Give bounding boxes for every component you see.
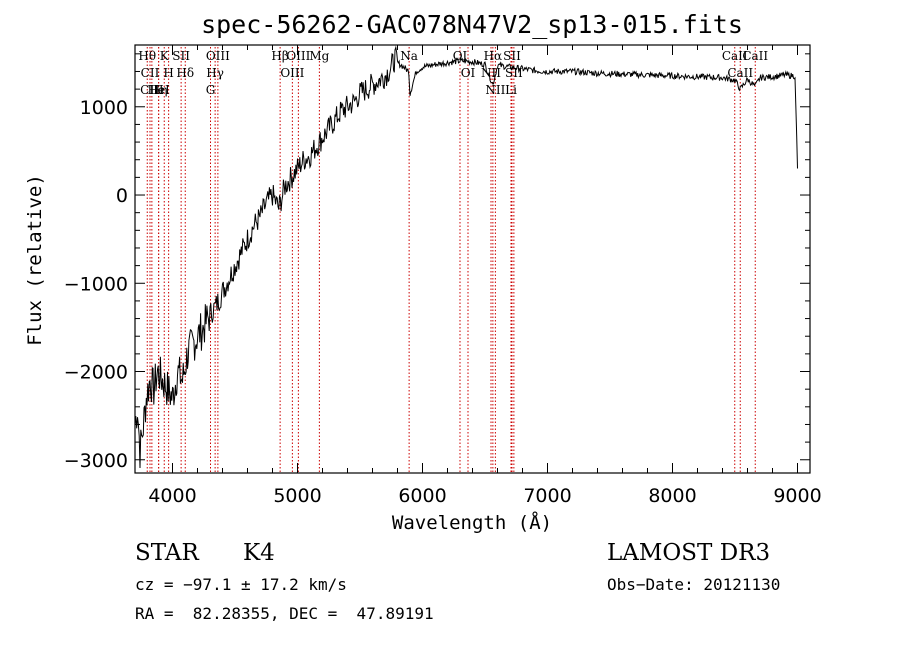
x-tick-label: 9000 (773, 485, 821, 507)
object-class: STAR (135, 540, 199, 566)
x-tick-label: 4000 (148, 485, 196, 507)
line-label: SII (172, 49, 190, 63)
obs-date: Obs−Date: 20121130 (607, 575, 781, 594)
line-label: OIII (286, 49, 310, 63)
line-label: NII (481, 66, 501, 80)
line-label: Mg (309, 49, 329, 63)
spectrum-line (134, 45, 798, 469)
y-tick-label: 1000 (80, 97, 128, 119)
line-label: Hβ (271, 49, 288, 63)
line-label: CaII (722, 49, 748, 63)
line-label: Hη (150, 83, 168, 97)
line-label: K (160, 49, 170, 63)
y-tick-label: −1000 (64, 273, 128, 295)
spectral-line-markers (146, 47, 756, 473)
line-label: OI (461, 66, 476, 80)
line-label: OIII (280, 66, 304, 80)
x-axis: 4000 5000 6000 7000 8000 9000 (148, 45, 822, 507)
y-axis-label: Flux (relative) (24, 174, 46, 346)
survey-name: LAMOST DR3 (607, 540, 771, 566)
y-tick-label: 0 (116, 185, 128, 207)
series-group (134, 45, 798, 469)
line-label: H (163, 66, 173, 80)
subclass: K4 (243, 540, 275, 566)
line-label: Hγ (206, 66, 224, 80)
x-tick-label: 7000 (523, 485, 571, 507)
line-label: SII (503, 49, 521, 63)
y-tick-label: −3000 (64, 450, 128, 472)
line-label: Hθ (138, 49, 156, 63)
line-label: CII (141, 66, 160, 80)
line-label: CaII (742, 49, 768, 63)
line-label: Na (400, 49, 418, 63)
line-label: G (206, 83, 216, 97)
y-tick-label: −2000 (64, 362, 128, 384)
line-label: HeI (147, 83, 170, 97)
x-tick-label: 8000 (648, 485, 696, 507)
line-label: OIII (206, 49, 230, 63)
spectral-line-labels: HθCIICIIIHηHeIKHSIIHδOIIIHγGHβOIIIOIIIMg… (138, 49, 768, 97)
line-label: NII (485, 83, 505, 97)
line-label: Hα (484, 49, 503, 63)
x-axis-label: Wavelength (Å) (392, 511, 552, 534)
y-axis: −3000 −2000 −1000 0 1000 (64, 53, 810, 472)
line-label: Li (505, 83, 517, 97)
redshift-cz: cz = −97.1 ± 17.2 km/s (135, 575, 347, 594)
ra-dec: RA = 82.28355, DEC = 47.89191 (135, 604, 434, 623)
x-tick-label: 6000 (398, 485, 446, 507)
line-label: CaII (727, 66, 753, 80)
line-label: CIII (140, 83, 164, 97)
line-label: Hδ (176, 66, 194, 80)
x-tick-label: 5000 (273, 485, 321, 507)
plot-frame (134, 44, 811, 474)
chart-title: spec-56262-GAC078N47V2_sp13-015.fits (201, 10, 743, 39)
